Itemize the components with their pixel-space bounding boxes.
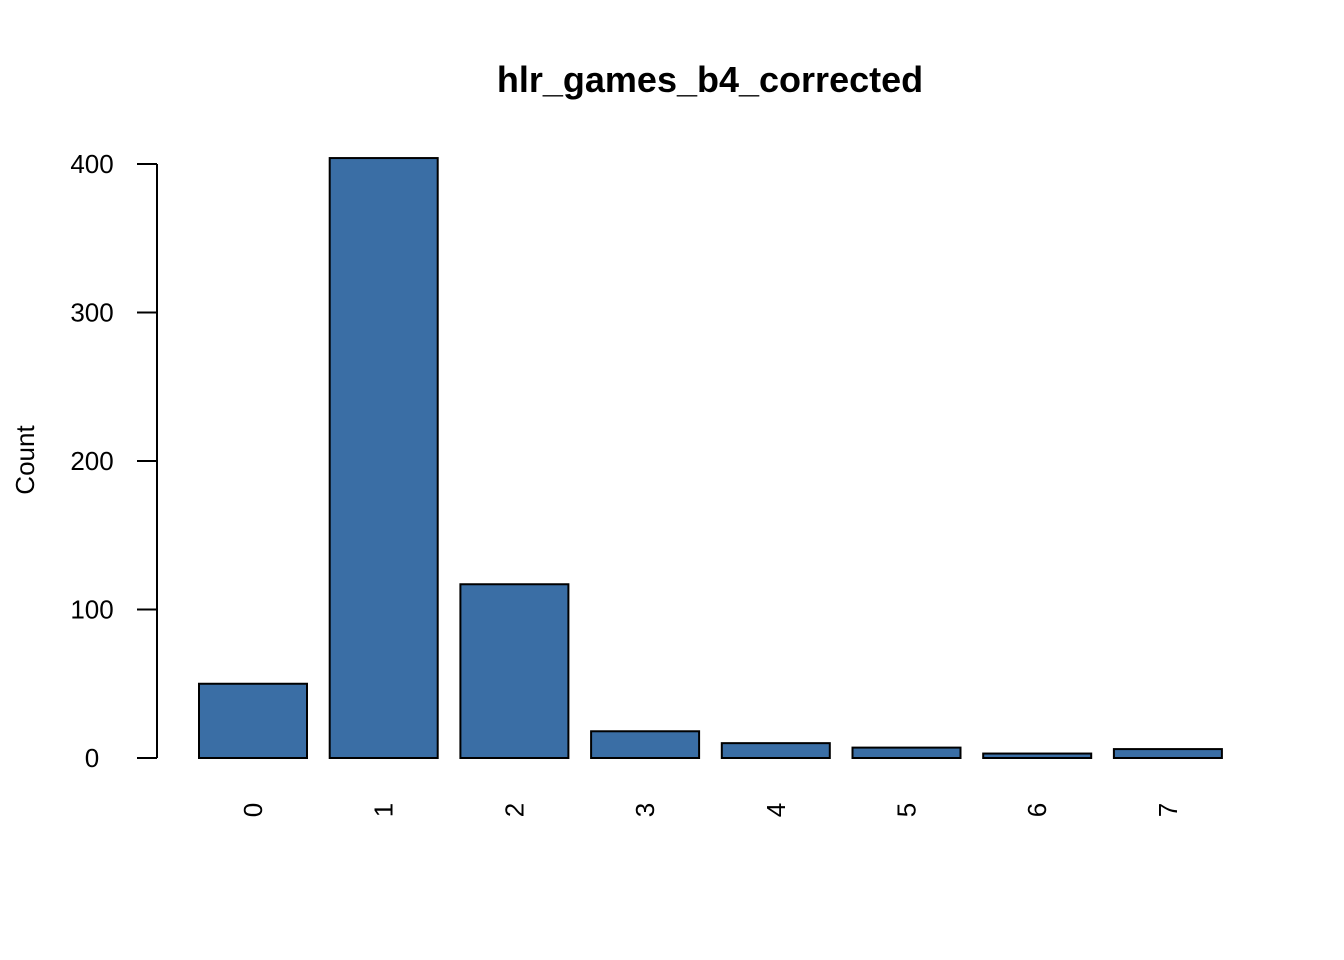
- y-tick-label: 400: [70, 149, 113, 179]
- x-tick-label: 4: [761, 803, 791, 817]
- y-axis: 0 100 200 300 400: [70, 149, 158, 773]
- y-axis-label: Count: [10, 425, 40, 495]
- bar-0: [198, 682, 308, 759]
- bar-3: [590, 730, 701, 760]
- bar-6: [982, 752, 1093, 759]
- y-tick-label: 0: [85, 743, 99, 773]
- x-tick-label: 2: [499, 803, 529, 817]
- x-tick-label: 3: [630, 803, 660, 817]
- x-tick-label: 5: [892, 803, 922, 817]
- y-tick-label: 200: [70, 446, 113, 476]
- bar-2: [459, 583, 570, 759]
- y-tick-label: 300: [70, 298, 113, 328]
- x-tick-label: 1: [369, 803, 399, 817]
- bar-1: [328, 157, 439, 759]
- bar-5: [851, 746, 962, 759]
- x-tick-label: 0: [238, 803, 268, 817]
- y-tick-label: 100: [70, 595, 113, 625]
- x-tick-label: 6: [1022, 803, 1052, 817]
- x-tick-labels: 0 1 2 3 4 5 6 7: [238, 803, 1183, 817]
- bars-group: [198, 157, 1223, 760]
- chart-title: hlr_games_b4_corrected: [497, 59, 923, 100]
- x-tick-label: 7: [1153, 803, 1183, 817]
- bar-4: [720, 742, 831, 760]
- bar-7: [1112, 748, 1223, 760]
